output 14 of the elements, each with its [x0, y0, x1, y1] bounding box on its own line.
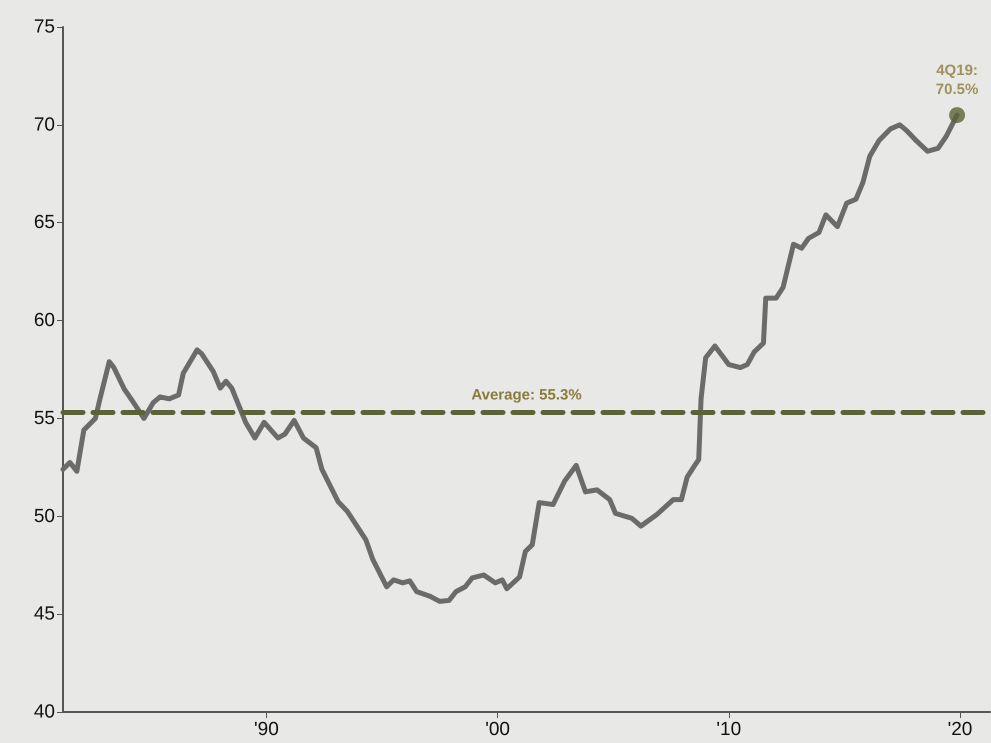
x-tick-label: '90 — [254, 719, 279, 740]
x-tick-label: '20 — [948, 719, 972, 740]
annotation: 4Q19: 70.5% — [936, 62, 978, 98]
y-tick-label: 75 — [34, 16, 55, 38]
x-tick-label: '10 — [716, 719, 742, 740]
y-tick-label: 60 — [34, 310, 55, 332]
ref-line-label: Average: 55.3% — [471, 386, 582, 404]
y-tick-label: 55 — [34, 408, 55, 429]
y-tick-label: 50 — [34, 506, 55, 527]
y-tick-label: 45 — [34, 604, 55, 625]
y-tick-label: 65 — [34, 212, 55, 234]
x-tick-label: '00 — [485, 719, 510, 740]
y-tick-label: 40 — [34, 702, 55, 722]
y-tick-label: 70 — [34, 114, 55, 136]
